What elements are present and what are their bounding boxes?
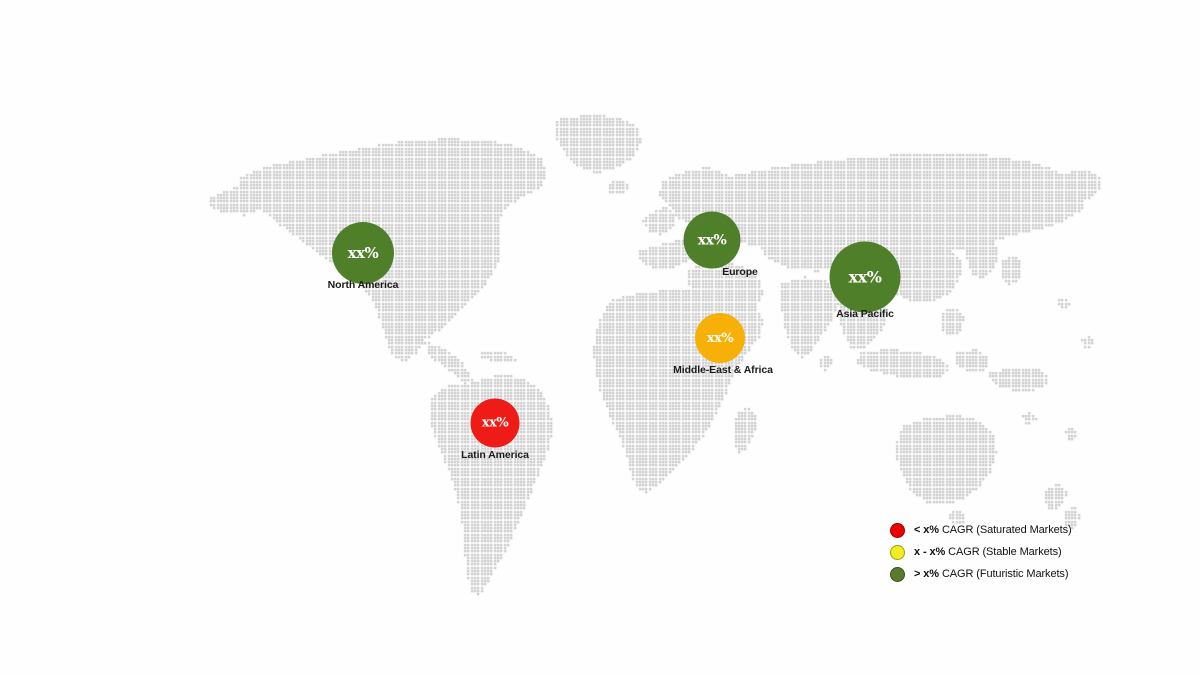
- region-label-asia-pacific: Asia Pacific: [836, 308, 894, 320]
- bubble-value-europe: xx%: [697, 232, 727, 248]
- legend-item-saturated[interactable]: < x% CAGR (Saturated Markets): [890, 519, 1072, 541]
- region-bubble-middle-east-africa[interactable]: xx%: [695, 313, 745, 363]
- bubble-circle-europe: xx%: [683, 211, 741, 269]
- region-bubble-latin-america[interactable]: xx%: [470, 398, 520, 448]
- region-label-north-america: North America: [327, 279, 399, 291]
- legend-label-futuristic: > x% CAGR (Futuristic Markets): [914, 568, 1069, 580]
- region-bubble-north-america[interactable]: xx%: [332, 222, 394, 284]
- legend-item-stable[interactable]: x - x% CAGR (Stable Markets): [890, 541, 1072, 563]
- region-label-europe: Europe: [722, 266, 758, 278]
- region-bubble-asia-pacific[interactable]: xx%: [829, 241, 901, 313]
- bubble-value-middle-east-africa: xx%: [706, 330, 734, 346]
- legend-dot-futuristic-icon: [890, 566, 905, 582]
- region-label-middle-east-africa: Middle-East & Africa: [673, 364, 773, 376]
- legend-label-saturated: < x% CAGR (Saturated Markets): [914, 524, 1072, 536]
- legend: < x% CAGR (Saturated Markets) x - x% CAGR…: [890, 519, 1072, 585]
- legend-item-futuristic[interactable]: > x% CAGR (Futuristic Markets): [890, 563, 1072, 585]
- bubble-circle-middle-east-africa: xx%: [695, 313, 745, 363]
- bubble-value-north-america: xx%: [347, 243, 379, 262]
- bubble-circle-asia-pacific: xx%: [829, 241, 901, 313]
- bubble-circle-latin-america: xx%: [470, 398, 520, 448]
- bubble-value-asia-pacific: xx%: [848, 267, 882, 286]
- region-label-latin-america: Latin America: [461, 449, 529, 461]
- bubble-circle-north-america: xx%: [332, 222, 394, 284]
- region-bubble-europe[interactable]: xx%: [683, 211, 741, 269]
- legend-dot-stable-icon: [890, 544, 905, 560]
- legend-dot-saturated-icon: [890, 522, 905, 538]
- legend-label-stable: x - x% CAGR (Stable Markets): [914, 546, 1062, 558]
- bubble-value-latin-america: xx%: [481, 415, 509, 431]
